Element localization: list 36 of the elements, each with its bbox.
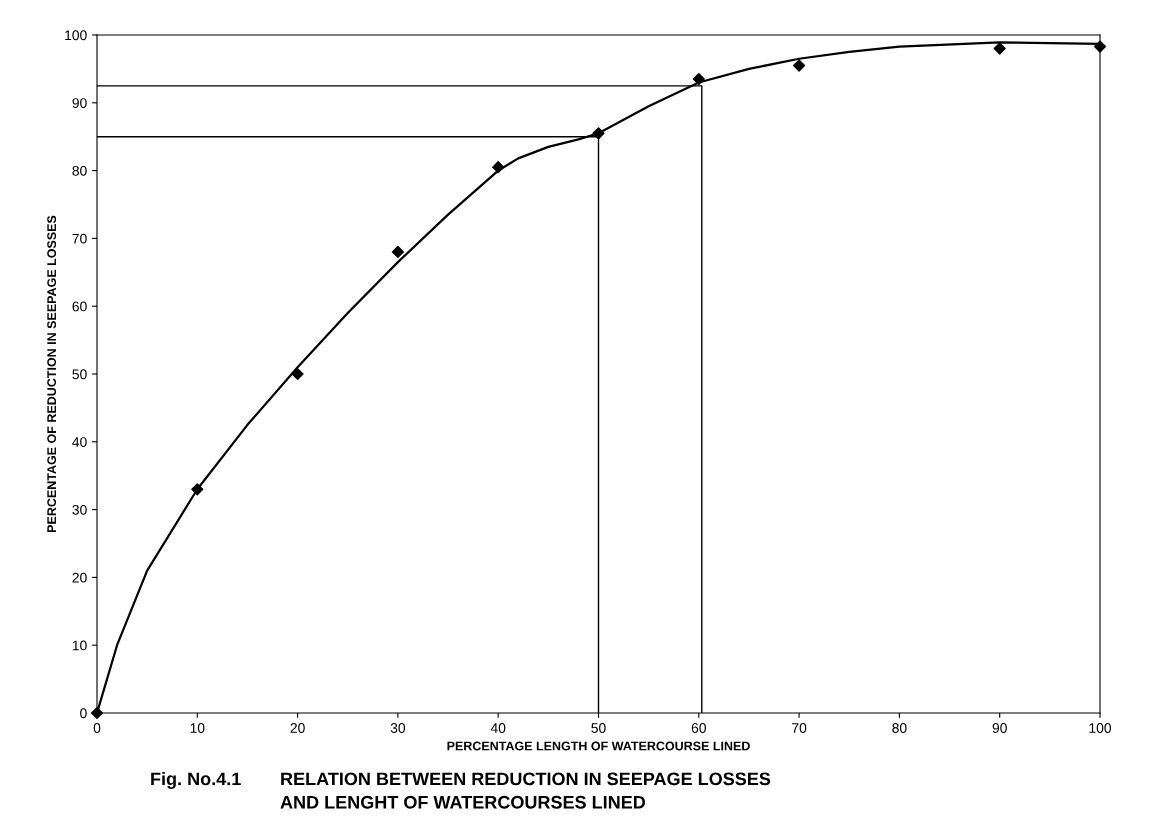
- x-tick-label: 50: [591, 723, 606, 733]
- y-tick-label: 90: [72, 98, 87, 108]
- x-tick-label: 0: [93, 723, 101, 733]
- x-tick-label: 30: [390, 723, 406, 733]
- x-tick-label: 20: [290, 723, 305, 733]
- point: [993, 42, 1006, 55]
- x-tick-label: 100: [1089, 723, 1112, 733]
- x-tick-label: 40: [490, 723, 506, 733]
- y-axis-title: PERCENTAGE OF REDUCTION IN SEEPAGE LOSSES: [47, 215, 57, 532]
- y-tick-label: 0: [80, 708, 87, 719]
- x-tick-label: 80: [892, 723, 907, 733]
- text: Fig. No.4.1: [151, 772, 241, 789]
- y-tick-label: 80: [72, 165, 87, 176]
- y-tick-label: 60: [72, 301, 87, 312]
- point: [592, 127, 605, 140]
- point: [1093, 40, 1107, 53]
- y-tick-label: 20: [72, 572, 87, 583]
- y-tick-label: 30: [72, 504, 87, 515]
- y-tick-label: 10: [72, 640, 87, 651]
- point: [793, 59, 806, 72]
- point: [90, 706, 104, 720]
- y-tick-label: 70: [72, 233, 87, 244]
- point: [391, 245, 404, 259]
- point: [291, 367, 304, 381]
- point: [191, 483, 204, 496]
- x-tick-label: 90: [992, 723, 1007, 733]
- x-tick-label: 70: [792, 723, 807, 733]
- text: RELATION BETWEEN REDUCTION IN SEEPAGE LOSSES AND LENGHT OF WATERCOURSES LINED: [280, 772, 771, 809]
- point: [492, 161, 505, 174]
- x-tick-label: 60: [691, 723, 706, 733]
- y-tick-label: 50: [72, 369, 87, 380]
- y-tick-label: 100: [65, 30, 87, 41]
- y-tick-label: 40: [72, 437, 87, 447]
- point: [692, 72, 705, 86]
- x-tick-label: 10: [190, 723, 205, 733]
- x-axis-title: PERCENTAGE LENGTH OF WATERCOURSE LINED: [447, 741, 750, 751]
